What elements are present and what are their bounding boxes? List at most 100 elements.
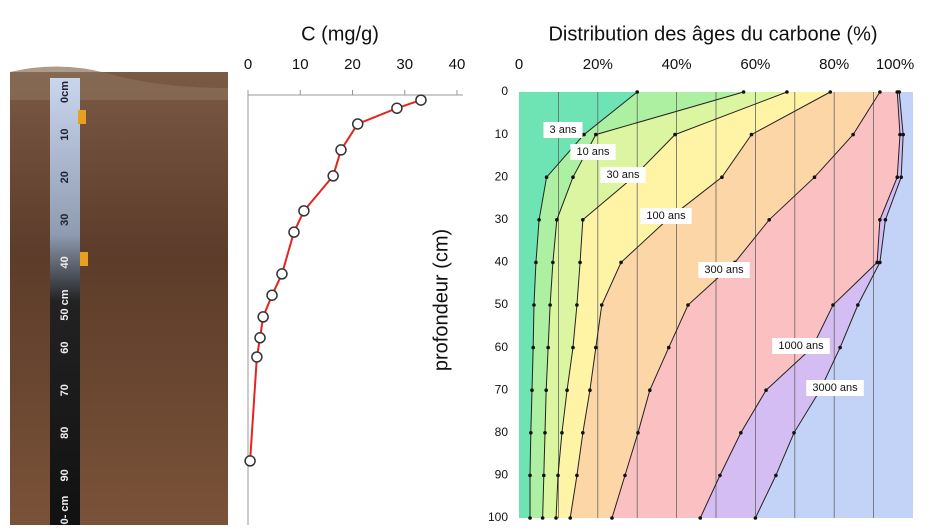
x-tick-label: 60% xyxy=(740,56,770,73)
y-tick-label: 20 xyxy=(495,169,509,183)
area-fill xyxy=(519,92,638,518)
data-point xyxy=(899,175,903,179)
data-point xyxy=(544,388,548,393)
x-tick-label: 80% xyxy=(819,56,849,73)
data-point xyxy=(897,90,902,94)
data-point xyxy=(548,303,552,307)
data-point xyxy=(537,218,541,222)
data-point xyxy=(749,132,754,137)
x-tick-label: 20 xyxy=(344,56,361,73)
label-box xyxy=(640,208,692,224)
x-tick-label: 20% xyxy=(583,56,613,73)
label-box xyxy=(772,338,830,354)
data-point xyxy=(546,345,550,350)
data-point xyxy=(619,260,623,265)
y-tick-label: 70 xyxy=(495,382,509,396)
data-point xyxy=(767,218,771,222)
series-label: 30 ans xyxy=(606,169,640,181)
ruler-label: -100- cm xyxy=(59,495,71,525)
data-point xyxy=(588,388,592,393)
ruler-label: 70 xyxy=(59,384,71,396)
data-point xyxy=(298,205,310,217)
chart-title: C (mg/g) xyxy=(301,23,379,45)
data-point xyxy=(792,431,796,435)
series-label: 100 ans xyxy=(646,210,686,222)
label-box xyxy=(698,262,750,278)
marker xyxy=(80,252,88,266)
data-point xyxy=(327,170,339,182)
y-tick-label: 10 xyxy=(495,127,509,141)
area-fill xyxy=(519,92,787,518)
ruler-label: 20 xyxy=(59,171,71,183)
series-label: 3000 ans xyxy=(812,382,858,394)
label-box xyxy=(806,380,864,396)
ruler-label: 80 xyxy=(59,427,71,439)
x-tick-label: 40 xyxy=(449,56,466,73)
soil-photo xyxy=(10,66,228,525)
data-point xyxy=(686,303,690,307)
data-point xyxy=(594,132,598,137)
data-point xyxy=(898,132,902,137)
data-point xyxy=(568,516,573,520)
data-point xyxy=(542,473,546,478)
data-point xyxy=(812,175,817,179)
data-point xyxy=(575,473,579,478)
data-point xyxy=(391,102,403,114)
marker xyxy=(78,110,86,124)
label-box xyxy=(543,122,583,138)
y-tick-label: 60 xyxy=(495,340,509,354)
y-tick-label: 90 xyxy=(495,468,509,482)
data-point xyxy=(856,303,860,307)
data-point xyxy=(532,303,536,307)
series-label: 3 ans xyxy=(550,124,577,136)
data-point xyxy=(739,431,743,435)
x-tick-label: 30 xyxy=(396,56,413,73)
data-point xyxy=(244,455,256,467)
data-point xyxy=(582,132,586,137)
data-point xyxy=(764,388,768,393)
data-point xyxy=(543,431,547,435)
ruler-label: 90 xyxy=(59,469,71,481)
data-point xyxy=(578,260,582,265)
data-point xyxy=(251,351,263,363)
data-point xyxy=(895,175,900,179)
data-point xyxy=(254,332,266,344)
data-point xyxy=(828,90,833,94)
data-point xyxy=(831,303,835,307)
data-point xyxy=(878,218,882,222)
data-point xyxy=(875,260,879,265)
data-point xyxy=(636,431,640,435)
ruler-label: 10 xyxy=(59,128,71,140)
y-tick-label: 40 xyxy=(495,255,509,269)
data-point xyxy=(610,516,614,520)
data-point xyxy=(534,260,538,265)
data-point xyxy=(635,90,639,94)
data-point xyxy=(648,388,652,393)
label-box xyxy=(600,167,646,183)
data-point xyxy=(276,268,288,280)
data-point xyxy=(581,218,585,222)
y-tick-label: 80 xyxy=(495,425,509,439)
series-label: 10 ans xyxy=(576,146,610,158)
data-point xyxy=(878,90,882,94)
soil xyxy=(10,72,228,525)
data-point xyxy=(594,345,598,350)
data-point xyxy=(599,303,604,307)
data-point xyxy=(555,218,559,222)
data-point xyxy=(571,175,575,179)
data-point xyxy=(673,132,677,137)
ruler-label: 30 xyxy=(59,214,71,226)
data-point xyxy=(623,473,627,478)
y-tick-label: 0 xyxy=(501,84,508,98)
series-label: 300 ans xyxy=(704,264,744,276)
data-point xyxy=(560,431,564,435)
y-axis-label: profondeur (cm) xyxy=(430,229,452,371)
data-point xyxy=(741,90,746,94)
data-point xyxy=(335,144,347,156)
data-point xyxy=(531,345,535,350)
data-point xyxy=(753,516,758,520)
x-tick-label: 10 xyxy=(292,56,309,73)
y-tick-label: 100 xyxy=(488,510,508,524)
data-point xyxy=(785,90,789,94)
